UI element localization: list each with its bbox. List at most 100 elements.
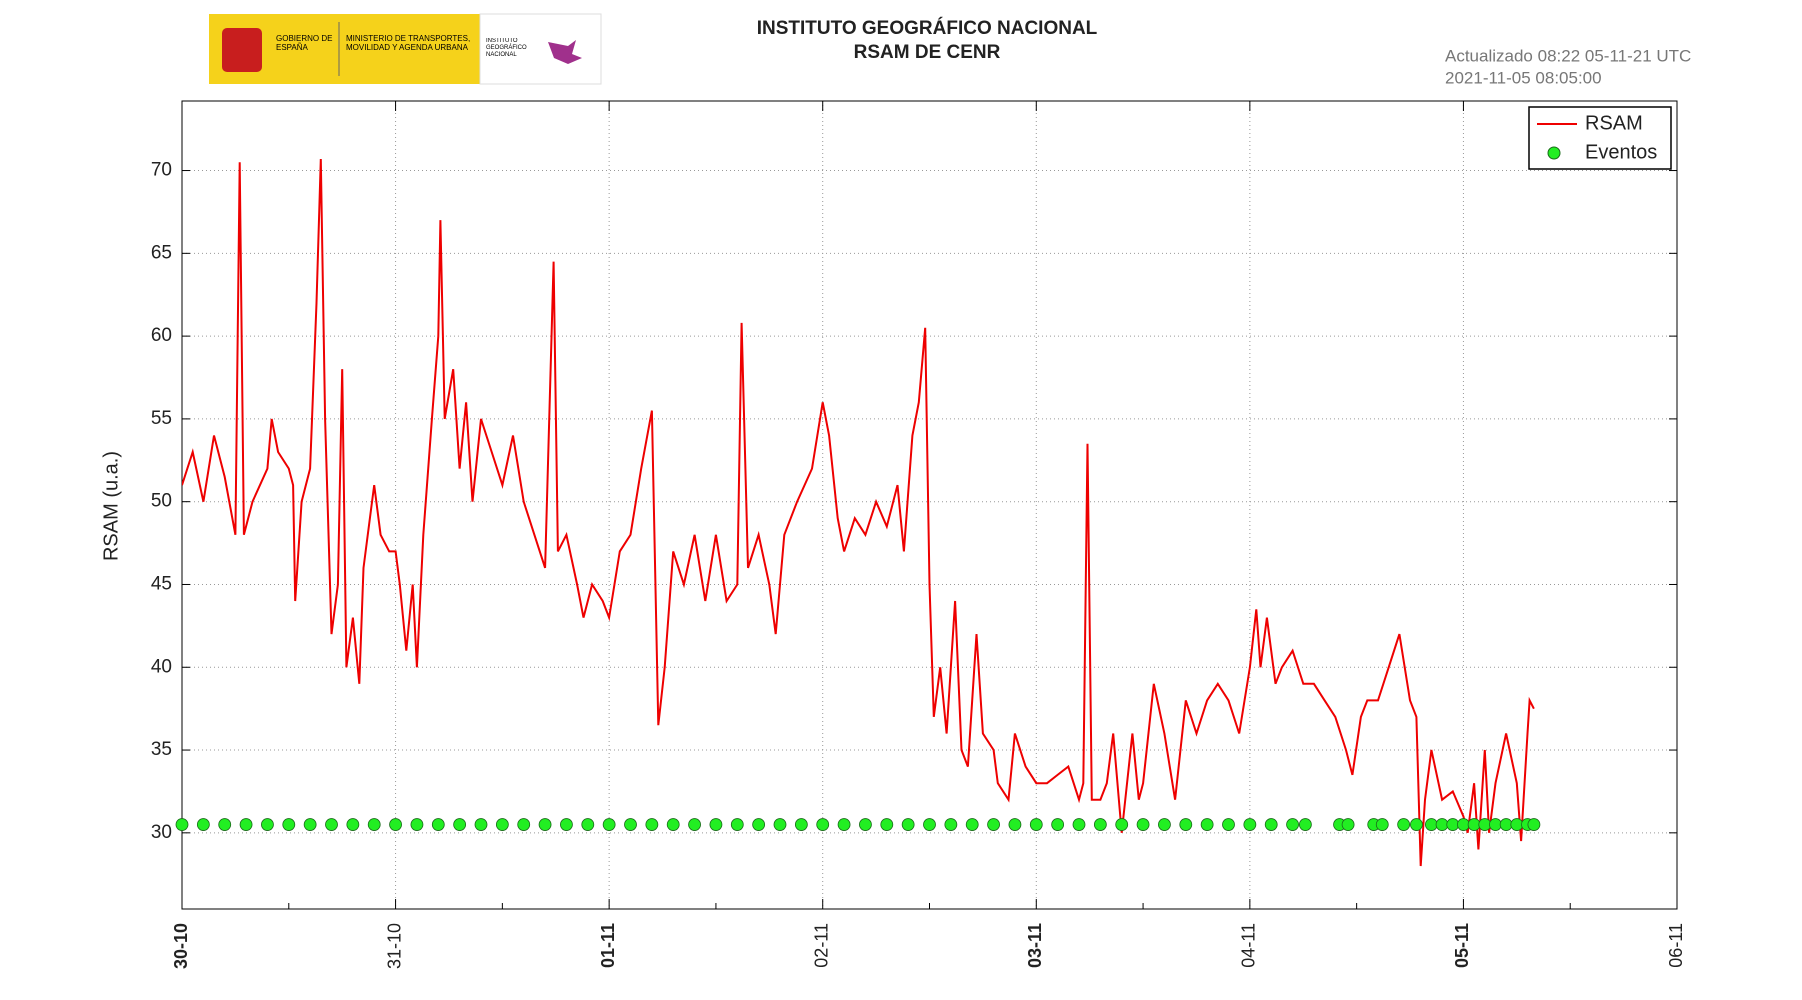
- event-marker: [1478, 818, 1492, 831]
- logo-ministry: MINISTERIO DE TRANSPORTES, MOVILIDAD Y A…: [346, 34, 471, 52]
- x-tick-label: 06-11: [1666, 923, 1686, 968]
- x-tick-label: 02-11: [811, 923, 831, 968]
- institute-text: INSTITUTO GEOGRÁFICO NACIONAL: [486, 38, 527, 58]
- y-tick-label: 60: [151, 325, 172, 346]
- event-marker: [688, 818, 701, 831]
- logo: GOBIERNO DE ESPAÑA MINISTERIO DE TRANSPO…: [209, 13, 602, 85]
- x-tick-label: 01-11: [598, 923, 618, 968]
- event-marker: [517, 818, 531, 831]
- event-marker: [1527, 818, 1541, 831]
- event-marker: [1029, 818, 1043, 831]
- event-marker: [495, 818, 509, 831]
- event-marker: [346, 818, 360, 831]
- event-marker: [1158, 818, 1171, 831]
- event-marker: [859, 818, 872, 831]
- y-tick-label: 55: [151, 408, 172, 429]
- logo-map: [548, 40, 582, 64]
- logo-gov: GOBIERNO DE ESPAÑA: [276, 34, 332, 52]
- event-marker: [624, 818, 637, 831]
- event-marker: [901, 818, 915, 831]
- event-marker: [837, 818, 851, 831]
- event-marker: [1467, 818, 1481, 831]
- event-marker: [880, 818, 894, 831]
- event-marker: [453, 818, 467, 831]
- event-marker: [175, 818, 189, 831]
- event-marker: [261, 818, 274, 831]
- event-marker: [1243, 818, 1257, 831]
- event-marker: [1136, 818, 1150, 831]
- event-marker: [581, 818, 595, 831]
- legend-label: RSAM: [1585, 112, 1643, 134]
- x-tick-label: 03-11: [1025, 923, 1045, 968]
- event-marker: [431, 818, 445, 831]
- rsam-line: [182, 158, 1535, 867]
- event-marker: [1179, 818, 1193, 831]
- event-marker: [944, 818, 958, 831]
- event-marker: [1298, 818, 1312, 831]
- timestamp: 2021-11-05 08:05:00: [1445, 68, 1602, 87]
- event-marker: [1397, 818, 1411, 831]
- event-marker: [709, 818, 723, 831]
- chart-title: INSTITUTO GEOGRÁFICO NACIONAL: [757, 17, 1098, 39]
- event-marker: [987, 818, 1000, 831]
- legend-marker: [1547, 146, 1561, 160]
- y-tick-label: 40: [151, 656, 172, 677]
- event-marker: [1410, 818, 1423, 831]
- event-marker: [1008, 818, 1022, 831]
- coat-of-arms: [222, 28, 262, 72]
- legend-label: Eventos: [1585, 141, 1657, 163]
- event-marker: [303, 818, 317, 831]
- event-marker: [1489, 818, 1502, 831]
- event-marker: [816, 818, 830, 831]
- x-tick-label: 31-10: [384, 923, 404, 969]
- logo-inst: INSTITUTO GEOGRÁFICO NACIONAL: [486, 38, 527, 58]
- x-tick-label: 05-11: [1452, 923, 1472, 968]
- event-marker: [752, 818, 766, 831]
- event-marker: [666, 818, 680, 831]
- event-marker: [239, 818, 253, 831]
- event-marker: [1264, 818, 1278, 831]
- event-marker: [1510, 818, 1524, 831]
- event-marker: [1051, 818, 1065, 831]
- plot-frame: [181, 100, 1678, 910]
- y-tick-label: 50: [151, 491, 172, 512]
- event-marker: [1115, 818, 1129, 831]
- y-tick-label: 65: [151, 242, 172, 263]
- event-marker: [1375, 818, 1389, 831]
- event-marker: [1200, 818, 1214, 831]
- event-marker: [474, 818, 488, 831]
- event-marker: [410, 818, 424, 831]
- event-marker: [602, 818, 616, 831]
- y-axis-label: RSAM (u.a.): [100, 451, 122, 561]
- chart-subtitle: RSAM DE CENR: [854, 42, 1001, 63]
- event-marker: [794, 818, 808, 831]
- event-marker: [730, 818, 744, 831]
- event-marker: [389, 818, 402, 831]
- event-marker: [923, 818, 936, 831]
- y-tick-label: 30: [151, 822, 172, 843]
- ministry-text: MINISTERIO DE TRANSPORTES, MOVILIDAD Y A…: [346, 34, 471, 52]
- event-marker: [1093, 818, 1107, 831]
- y-tick-label: 45: [151, 573, 172, 594]
- event-marker: [538, 818, 552, 831]
- y-tick-label: 70: [151, 160, 172, 181]
- event-marker: [1457, 818, 1470, 831]
- event-marker: [1499, 818, 1513, 831]
- event-marker: [325, 818, 338, 831]
- event-marker: [1222, 818, 1235, 831]
- event-marker: [773, 818, 787, 831]
- event-marker: [965, 818, 979, 831]
- event-marker: [282, 818, 296, 831]
- event-marker: [1072, 818, 1086, 831]
- event-marker: [1424, 818, 1438, 831]
- x-tick-label: 30-10: [171, 923, 191, 969]
- event-marker: [1286, 818, 1299, 831]
- event-marker: [196, 818, 210, 831]
- y-tick-label: 35: [151, 739, 172, 760]
- event-marker: [1446, 818, 1460, 831]
- updated: Actualizado 08:22 05-11-21 UTC: [1445, 46, 1691, 65]
- event-marker: [367, 818, 381, 831]
- event-marker: [560, 818, 573, 831]
